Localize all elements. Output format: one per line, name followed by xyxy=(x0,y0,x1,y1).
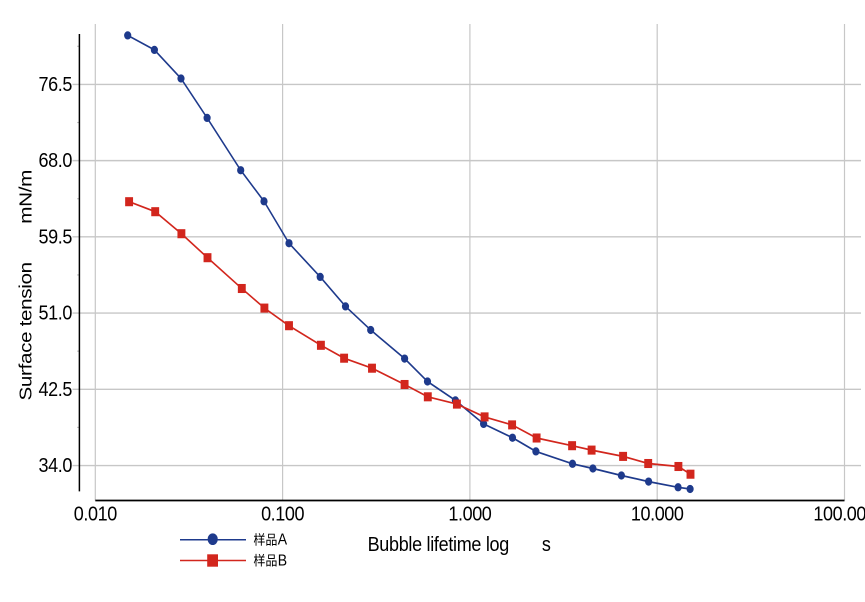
svg-text:59.5: 59.5 xyxy=(39,225,72,248)
svg-text:34.0: 34.0 xyxy=(39,454,73,477)
svg-text:0.010: 0.010 xyxy=(74,503,118,526)
svg-text:0.100: 0.100 xyxy=(261,503,305,526)
svg-text:1.000: 1.000 xyxy=(448,503,492,526)
svg-text:100.000: 100.000 xyxy=(813,503,865,526)
svg-text:10.000: 10.000 xyxy=(631,503,684,526)
svg-text:Bubble lifetime log: Bubble lifetime log xyxy=(368,533,509,556)
svg-text:B: B xyxy=(278,552,287,570)
svg-text:mN/m: mN/m xyxy=(16,170,36,224)
svg-text:A: A xyxy=(278,531,287,549)
svg-text:s: s xyxy=(542,533,551,556)
svg-text:68.0: 68.0 xyxy=(39,149,73,172)
svg-text:Surface tension: Surface tension xyxy=(16,262,36,400)
svg-text:51.0: 51.0 xyxy=(39,302,73,325)
svg-text:76.5: 76.5 xyxy=(39,73,72,96)
svg-text:42.5: 42.5 xyxy=(39,378,72,401)
